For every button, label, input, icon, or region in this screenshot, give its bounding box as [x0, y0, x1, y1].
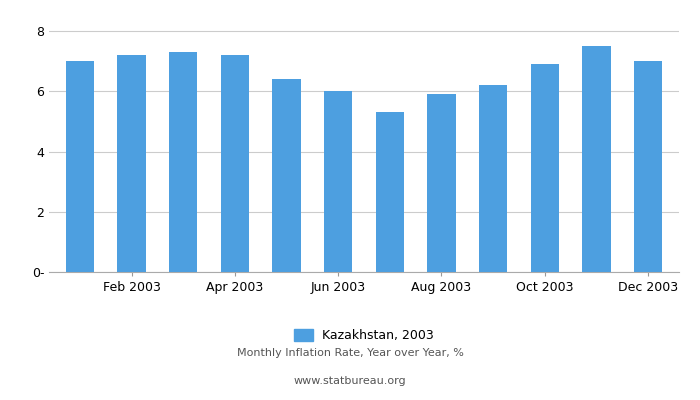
Legend: Kazakhstan, 2003: Kazakhstan, 2003: [288, 324, 440, 347]
Bar: [169, 52, 197, 272]
Bar: [118, 55, 146, 272]
Bar: [427, 94, 456, 272]
Text: Monthly Inflation Rate, Year over Year, %: Monthly Inflation Rate, Year over Year, …: [237, 348, 463, 358]
Bar: [66, 61, 94, 272]
Bar: [479, 85, 507, 272]
Bar: [324, 91, 352, 272]
Bar: [582, 46, 610, 272]
Bar: [272, 79, 301, 272]
Text: www.statbureau.org: www.statbureau.org: [294, 376, 406, 386]
Bar: [531, 64, 559, 272]
Bar: [634, 61, 662, 272]
Bar: [220, 55, 249, 272]
Bar: [376, 112, 404, 272]
